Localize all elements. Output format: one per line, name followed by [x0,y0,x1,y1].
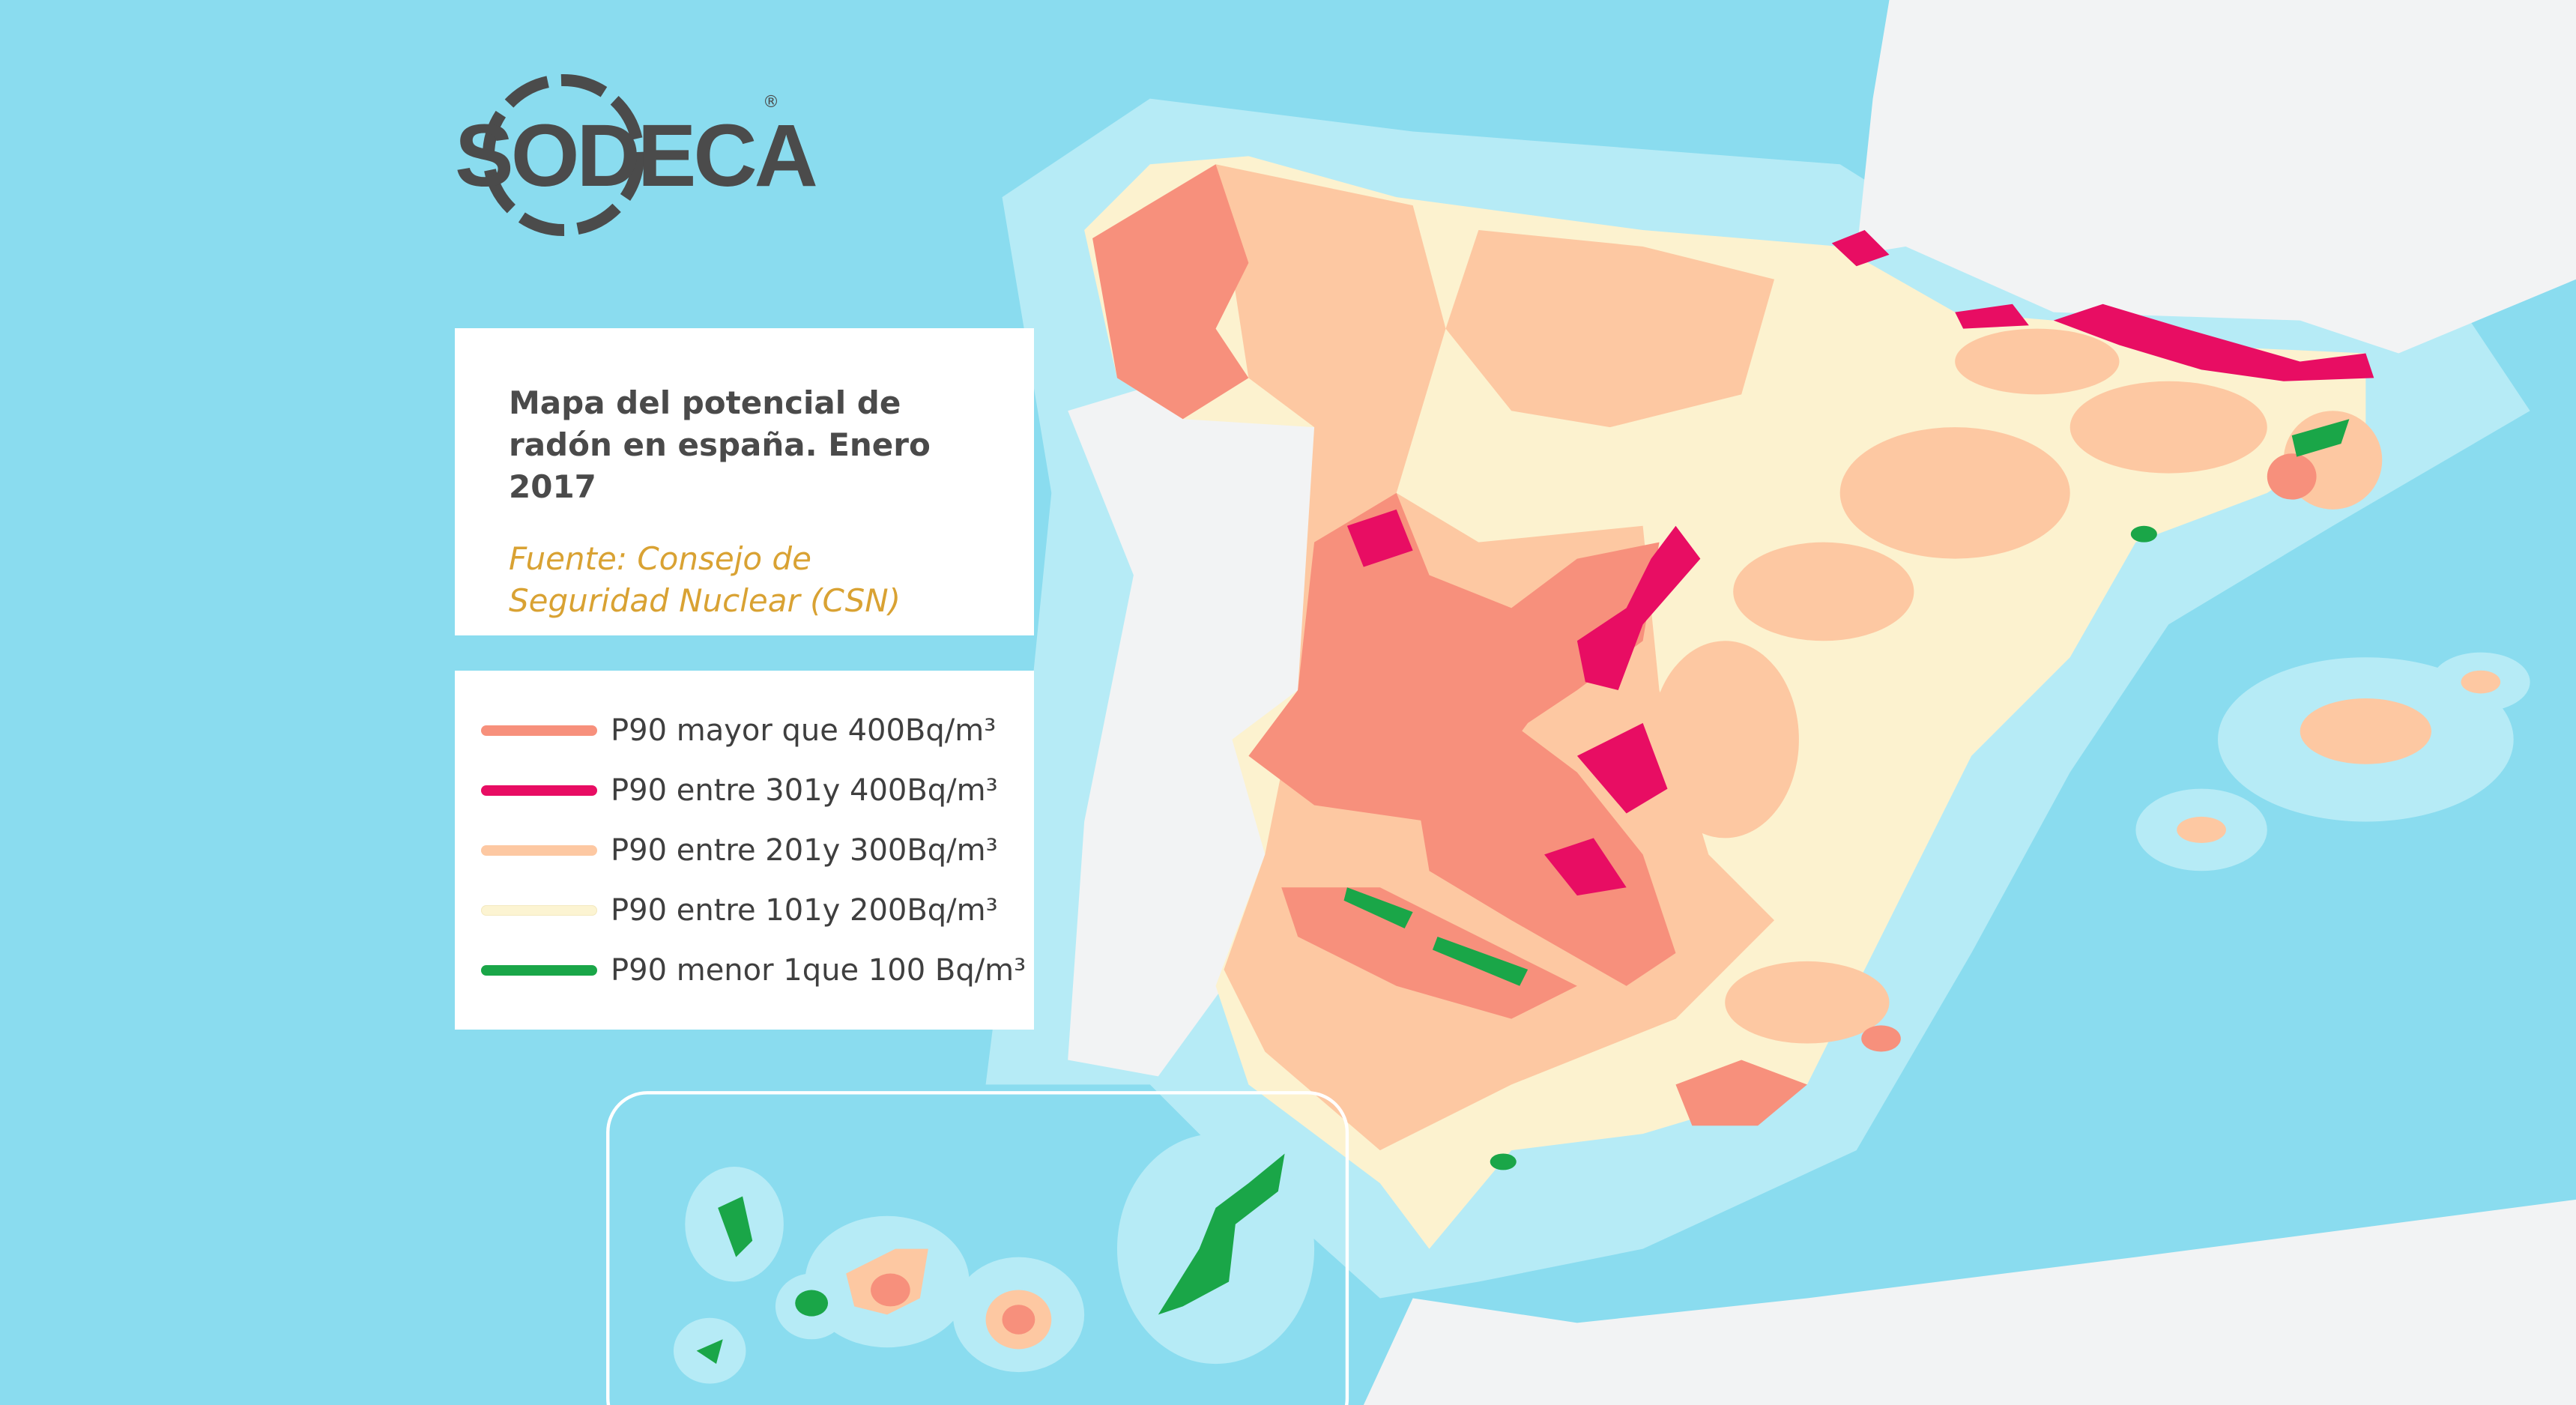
legend-item: P90 menor 1que 100 Bq/m³ [455,940,1034,1000]
france [1856,0,2576,354]
africa [1363,1199,2576,1405]
legend-label: P90 entre 201y 300Bq/m³ [611,833,998,868]
logo-icon [483,74,644,236]
legend-item: P90 entre 201y 300Bq/m³ [455,821,1034,880]
legend-label: P90 menor 1que 100 Bq/m³ [611,953,1027,988]
legend: P90 mayor que 400Bq/m³ P90 entre 301y 400… [455,671,1034,1030]
legend-swatch [481,785,597,796]
canary-inset [606,1091,1349,1405]
legend-item: P90 mayor que 400Bq/m³ [455,701,1034,761]
legend-label: P90 entre 101y 200Bq/m³ [611,893,998,928]
source: Fuente: Consejo de Seguridad Nuclear (CS… [509,540,901,619]
zone-301-400 [1346,230,2374,896]
logo-text: SODECA [455,106,818,205]
logo-registered: ® [763,93,779,112]
logo: SODECA ® [455,61,874,249]
legend-swatch [481,845,597,856]
legend-item: P90 entre 101y 200Bq/m³ [455,880,1034,940]
legend-label: P90 mayor que 400Bq/m³ [611,713,997,748]
title-box: Mapa del potencial de radón en españa. E… [455,328,1034,635]
legend-swatch [481,725,597,736]
zone-under-100 [1343,419,2350,1170]
zone-over-400 [1092,164,2317,1126]
legend-label: P90 entre 301y 400Bq/m³ [611,773,998,808]
legend-item: P90 entre 301y 400Bq/m³ [455,761,1034,821]
legend-swatch [481,965,597,976]
title: Mapa del potencial de radón en españa. E… [509,384,931,505]
legend-swatch [481,905,597,916]
